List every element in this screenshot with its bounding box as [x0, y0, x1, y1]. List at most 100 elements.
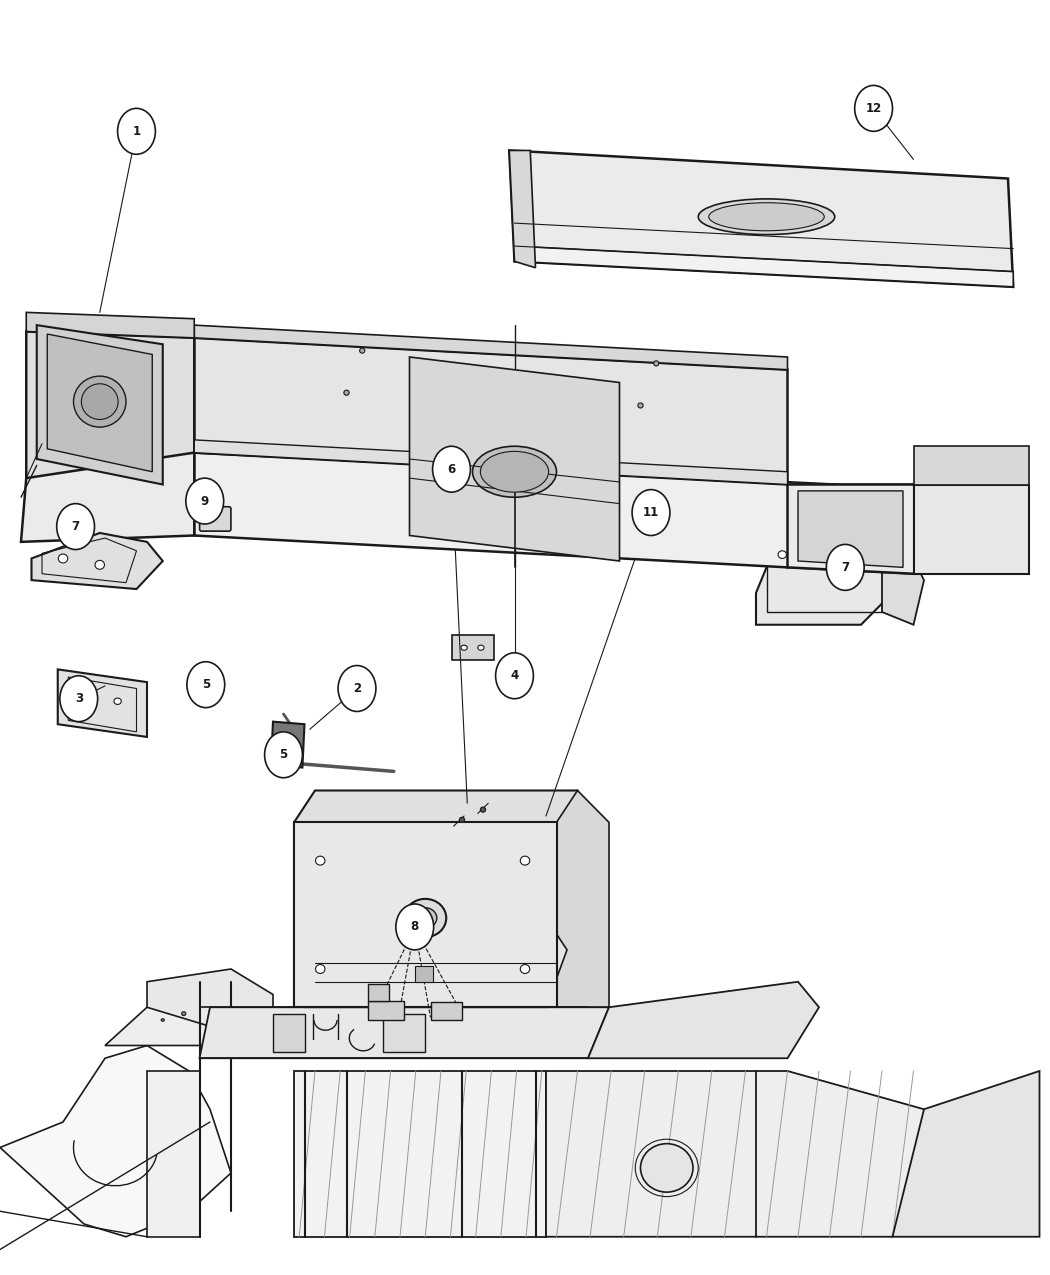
- Polygon shape: [37, 325, 163, 484]
- Ellipse shape: [94, 561, 104, 569]
- Ellipse shape: [315, 857, 326, 866]
- Polygon shape: [194, 338, 788, 484]
- Polygon shape: [200, 505, 231, 533]
- Polygon shape: [546, 1071, 788, 1237]
- Ellipse shape: [203, 682, 209, 687]
- Text: 6: 6: [447, 463, 456, 476]
- Polygon shape: [200, 1007, 609, 1058]
- Ellipse shape: [59, 553, 67, 564]
- Polygon shape: [368, 984, 388, 1001]
- Polygon shape: [415, 966, 433, 982]
- Ellipse shape: [74, 376, 126, 427]
- Ellipse shape: [265, 732, 302, 778]
- Polygon shape: [147, 969, 273, 1046]
- Ellipse shape: [855, 85, 892, 131]
- Ellipse shape: [396, 904, 434, 950]
- Ellipse shape: [433, 446, 470, 492]
- Text: 5: 5: [279, 748, 288, 761]
- Polygon shape: [509, 150, 536, 268]
- Polygon shape: [294, 1071, 546, 1237]
- Ellipse shape: [187, 662, 225, 708]
- Polygon shape: [304, 918, 567, 1007]
- Ellipse shape: [698, 199, 835, 235]
- Ellipse shape: [461, 645, 467, 650]
- Polygon shape: [556, 790, 609, 1007]
- Polygon shape: [194, 440, 788, 484]
- Polygon shape: [914, 484, 1029, 574]
- Polygon shape: [788, 484, 914, 574]
- Ellipse shape: [315, 965, 326, 974]
- Ellipse shape: [496, 653, 533, 699]
- Polygon shape: [26, 312, 194, 338]
- Ellipse shape: [60, 676, 98, 722]
- Polygon shape: [32, 533, 163, 589]
- Polygon shape: [26, 332, 194, 478]
- Ellipse shape: [114, 699, 122, 704]
- Ellipse shape: [80, 699, 87, 704]
- Text: 7: 7: [71, 520, 80, 533]
- Ellipse shape: [57, 504, 94, 550]
- Ellipse shape: [481, 451, 548, 492]
- Ellipse shape: [632, 490, 670, 536]
- Ellipse shape: [118, 108, 155, 154]
- Ellipse shape: [709, 203, 824, 231]
- Text: 3: 3: [75, 692, 83, 705]
- Polygon shape: [368, 1001, 404, 1020]
- FancyBboxPatch shape: [200, 506, 231, 532]
- Ellipse shape: [521, 857, 530, 866]
- Polygon shape: [430, 1002, 462, 1020]
- Ellipse shape: [778, 551, 786, 558]
- Ellipse shape: [481, 807, 485, 812]
- Polygon shape: [147, 1071, 200, 1237]
- Ellipse shape: [359, 348, 365, 353]
- Polygon shape: [882, 529, 924, 625]
- Text: 1: 1: [132, 125, 141, 138]
- Polygon shape: [58, 669, 147, 737]
- Ellipse shape: [162, 1019, 164, 1021]
- Text: 12: 12: [865, 102, 882, 115]
- Polygon shape: [756, 516, 892, 625]
- Ellipse shape: [640, 1144, 693, 1192]
- Text: 8: 8: [411, 921, 419, 933]
- Ellipse shape: [344, 390, 349, 395]
- Polygon shape: [892, 1071, 1040, 1237]
- Ellipse shape: [478, 645, 484, 650]
- Polygon shape: [514, 246, 1013, 287]
- Ellipse shape: [460, 817, 464, 822]
- Ellipse shape: [82, 384, 118, 419]
- Polygon shape: [588, 982, 819, 1058]
- Polygon shape: [194, 453, 835, 567]
- Ellipse shape: [653, 361, 659, 366]
- Polygon shape: [798, 491, 903, 567]
- Polygon shape: [294, 822, 556, 1007]
- Polygon shape: [194, 325, 788, 370]
- Text: 11: 11: [643, 506, 659, 519]
- Ellipse shape: [404, 899, 446, 937]
- Ellipse shape: [186, 478, 224, 524]
- Polygon shape: [509, 150, 1013, 287]
- Ellipse shape: [857, 551, 865, 558]
- Polygon shape: [452, 635, 494, 660]
- Text: 2: 2: [353, 682, 361, 695]
- Ellipse shape: [472, 446, 556, 497]
- Polygon shape: [756, 1071, 924, 1237]
- Ellipse shape: [279, 754, 284, 759]
- Polygon shape: [47, 334, 152, 472]
- Polygon shape: [105, 982, 273, 1046]
- Polygon shape: [21, 421, 194, 542]
- Text: 7: 7: [841, 561, 849, 574]
- Ellipse shape: [638, 403, 643, 408]
- Text: 4: 4: [510, 669, 519, 682]
- Ellipse shape: [414, 908, 437, 928]
- Text: 9: 9: [201, 495, 209, 507]
- Polygon shape: [914, 446, 1029, 485]
- Ellipse shape: [826, 544, 864, 590]
- Polygon shape: [788, 484, 934, 574]
- Polygon shape: [273, 1014, 304, 1052]
- Ellipse shape: [338, 666, 376, 711]
- Ellipse shape: [182, 1012, 186, 1016]
- Polygon shape: [294, 790, 578, 1007]
- Ellipse shape: [521, 965, 530, 974]
- Polygon shape: [271, 722, 304, 768]
- Polygon shape: [410, 357, 620, 561]
